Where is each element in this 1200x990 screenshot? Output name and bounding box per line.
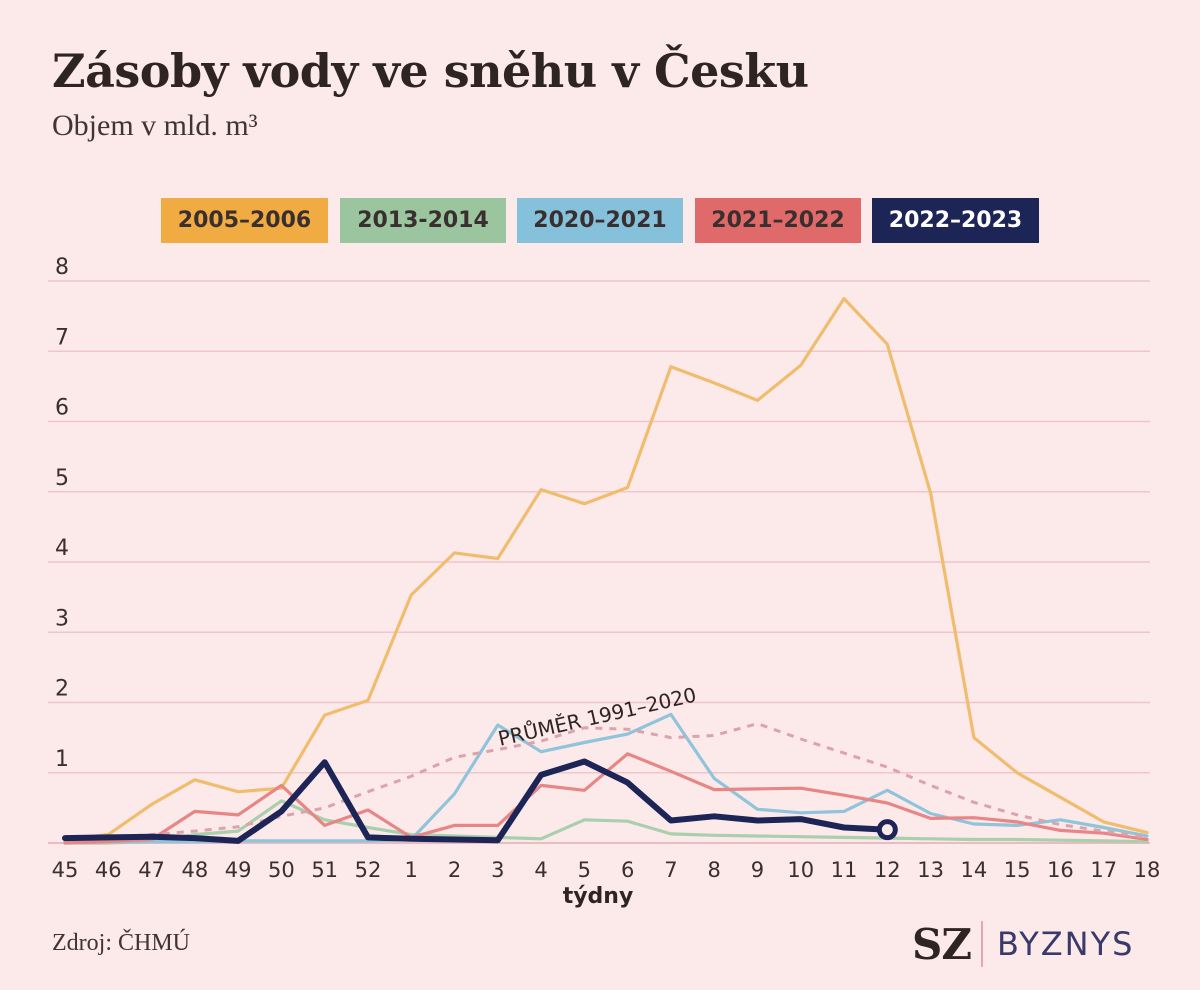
x-tick-labels: 45 46 47 48 49 50 51 52 1 2 3 4 5 6 7 8 9 10 11 12 13 14 15 16 1…: [52, 858, 1161, 882]
legend-item-0: 2005–2006: [161, 198, 328, 243]
y-tick-labels: 1 2 3 4 5 6 7 8: [55, 255, 69, 772]
y-tick-label: 7: [55, 325, 69, 350]
x-tick-label: 48: [181, 858, 208, 882]
series-end-marker: [876, 819, 898, 841]
x-tick-label: 6: [621, 858, 634, 882]
x-tick-label: 3: [491, 858, 504, 882]
series-line-3: [63, 752, 1149, 845]
x-tick-label: 12: [874, 858, 901, 882]
y-tick-label: 2: [55, 677, 69, 702]
x-tick-label: 52: [355, 858, 382, 882]
x-tick-label: 45: [52, 858, 79, 882]
x-axis-label: týdny: [563, 884, 634, 909]
logo-byznys: BYZNYS: [997, 925, 1135, 963]
chart-subtitle: Objem v mld. m³: [52, 109, 258, 142]
y-tick-label: 1: [55, 747, 69, 772]
x-tick-label: 13: [917, 858, 944, 882]
series-line-5: [62, 758, 891, 844]
publisher-logo: SZ BYZNYS: [912, 916, 1134, 972]
legend-item-1: 2013-2014: [340, 198, 506, 243]
source-note: Zdroj: ČHMÚ: [52, 930, 190, 956]
x-tick-label: 47: [138, 858, 165, 882]
legend-item-3: 2021–2022: [695, 198, 861, 243]
gridlines: [48, 280, 1150, 844]
x-tick-label: 7: [664, 858, 677, 882]
logo-divider: [981, 921, 983, 967]
series-lines: [62, 297, 1149, 845]
series-line-0: [63, 297, 1149, 842]
legend-item-2: 2020–2021: [517, 198, 683, 243]
y-tick-label: 5: [55, 466, 69, 491]
legend-item-5: 2022–2023: [872, 198, 1039, 243]
logo-sz: SZ: [912, 919, 972, 969]
x-tick-label: 17: [1090, 858, 1117, 882]
y-tick-label: 4: [55, 536, 69, 561]
series-line-1: [63, 799, 1149, 845]
x-tick-label: 11: [831, 858, 858, 882]
x-tick-label: 15: [1004, 858, 1031, 882]
x-tick-label: 50: [268, 858, 295, 882]
y-tick-label: 8: [55, 255, 69, 280]
x-tick-label: 46: [95, 858, 122, 882]
chart-title: Zásoby vody ve sněhu v Česku: [52, 44, 809, 98]
x-tick-label: 8: [708, 858, 721, 882]
series-line-4: [64, 722, 1148, 841]
x-tick-label: 49: [225, 858, 252, 882]
y-tick-label: 3: [55, 606, 69, 631]
x-tick-label: 18: [1134, 858, 1161, 882]
x-tick-label: 14: [961, 858, 988, 882]
y-tick-label: 6: [55, 396, 69, 421]
x-tick-label: 16: [1047, 858, 1074, 882]
series-line-2: [63, 712, 1149, 844]
x-tick-label: 10: [787, 858, 814, 882]
x-tick-label: 51: [311, 858, 338, 882]
x-tick-label: 1: [405, 858, 418, 882]
x-tick-label: 2: [448, 858, 461, 882]
x-tick-label: 9: [751, 858, 764, 882]
x-tick-label: 5: [578, 858, 591, 882]
legend: 2005–2006 2013-2014 2020–2021 2021–2022 2022…: [0, 198, 1200, 244]
x-tick-label: 4: [534, 858, 547, 882]
